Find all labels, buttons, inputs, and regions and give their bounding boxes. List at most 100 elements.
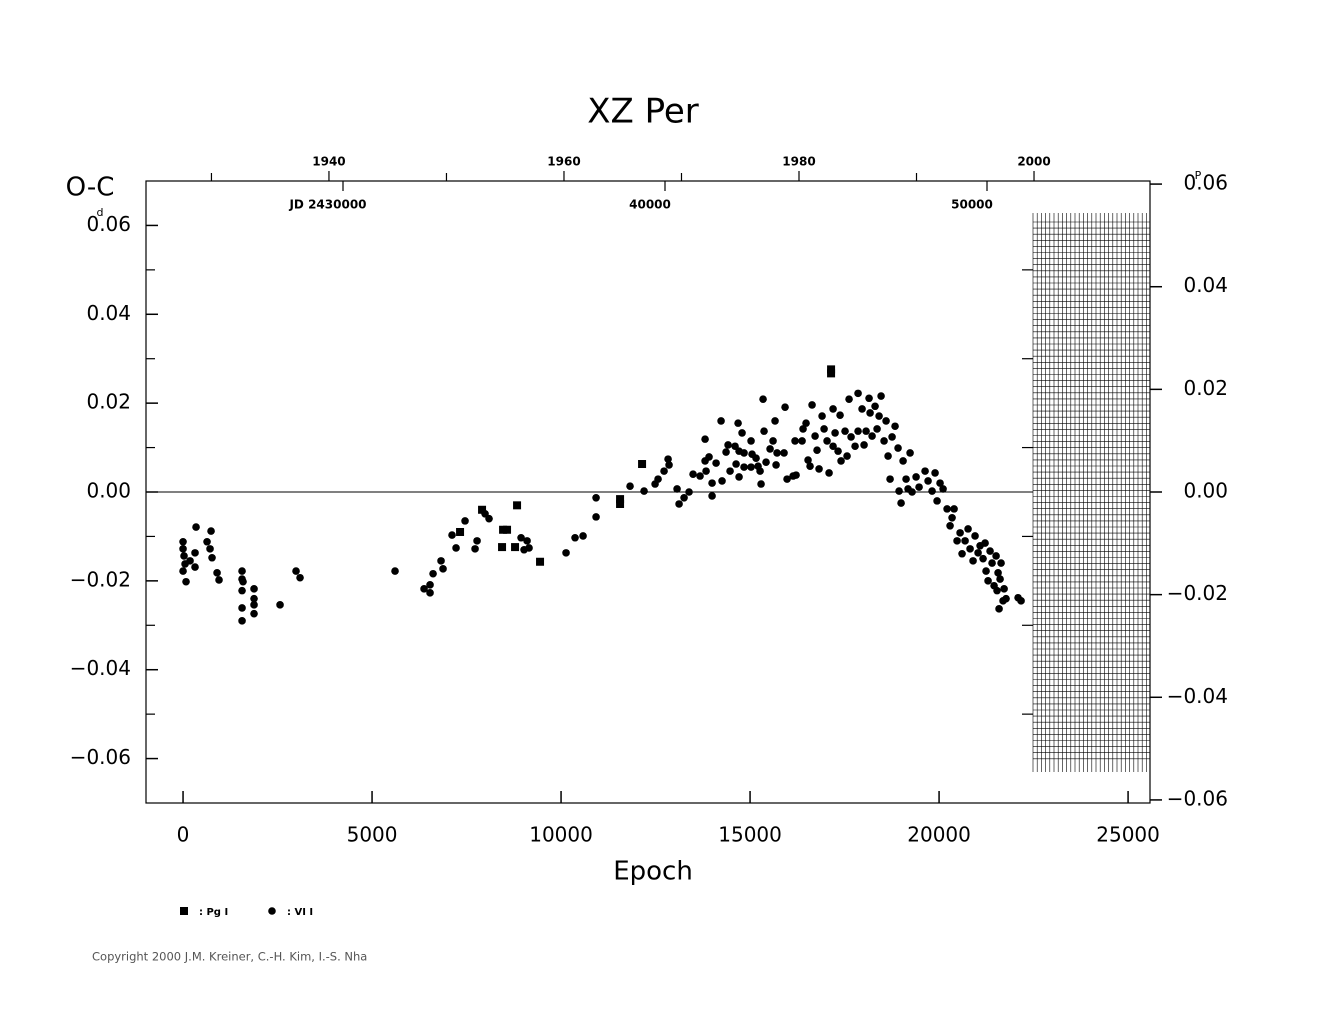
point bbox=[921, 467, 929, 475]
point bbox=[953, 537, 961, 545]
point bbox=[498, 543, 507, 552]
no-data-region bbox=[1032, 213, 1150, 772]
point bbox=[961, 537, 969, 545]
point bbox=[851, 442, 859, 451]
point bbox=[854, 389, 862, 398]
point bbox=[772, 461, 780, 469]
point bbox=[520, 545, 528, 554]
point bbox=[943, 505, 951, 513]
point bbox=[701, 435, 709, 443]
point bbox=[845, 395, 853, 403]
point bbox=[740, 449, 748, 457]
point bbox=[813, 446, 821, 455]
point bbox=[841, 427, 849, 435]
point bbox=[734, 419, 742, 427]
point bbox=[238, 617, 246, 625]
point bbox=[865, 394, 873, 403]
point bbox=[429, 569, 437, 578]
y2-tick-label: 0.02 bbox=[1183, 376, 1228, 400]
point bbox=[592, 513, 600, 521]
x-axis-label: Epoch bbox=[613, 857, 693, 887]
point bbox=[827, 369, 836, 378]
point bbox=[902, 475, 910, 483]
point bbox=[511, 543, 520, 552]
point bbox=[823, 437, 831, 445]
point bbox=[756, 467, 764, 475]
point bbox=[452, 544, 460, 552]
point bbox=[884, 452, 892, 460]
point bbox=[239, 577, 247, 586]
point bbox=[208, 553, 216, 562]
point bbox=[837, 457, 845, 465]
point bbox=[829, 442, 837, 451]
y2-tick-label: −0.04 bbox=[1167, 684, 1228, 708]
point bbox=[461, 517, 469, 525]
point bbox=[882, 417, 890, 425]
point bbox=[808, 401, 816, 409]
legend-label: : Pg I bbox=[199, 907, 228, 918]
point bbox=[971, 532, 979, 540]
point bbox=[969, 557, 977, 565]
point bbox=[792, 471, 800, 479]
point bbox=[238, 586, 246, 595]
point bbox=[513, 501, 522, 510]
point bbox=[875, 412, 883, 420]
point bbox=[250, 594, 258, 603]
point bbox=[616, 499, 625, 508]
point bbox=[798, 437, 806, 445]
point bbox=[979, 554, 987, 563]
x-tick-label: 10000 bbox=[529, 823, 593, 847]
point bbox=[1002, 594, 1010, 603]
y2-tick-label: 0.00 bbox=[1183, 479, 1228, 503]
point bbox=[806, 462, 814, 471]
point bbox=[1000, 585, 1008, 593]
point bbox=[886, 475, 894, 483]
point bbox=[471, 545, 479, 553]
point bbox=[215, 576, 223, 584]
legend-marker bbox=[268, 907, 276, 915]
point bbox=[448, 531, 456, 539]
point bbox=[981, 539, 989, 547]
point bbox=[871, 402, 879, 411]
point bbox=[933, 497, 941, 505]
point bbox=[847, 433, 855, 441]
point bbox=[815, 465, 823, 473]
point bbox=[858, 405, 866, 413]
point bbox=[696, 472, 704, 480]
point bbox=[873, 425, 881, 433]
point bbox=[752, 454, 760, 463]
point bbox=[894, 444, 902, 452]
point bbox=[747, 437, 755, 445]
point bbox=[986, 547, 994, 555]
point bbox=[517, 533, 525, 542]
point bbox=[722, 448, 730, 456]
point bbox=[292, 567, 300, 575]
point bbox=[207, 527, 215, 535]
point bbox=[897, 499, 905, 507]
point bbox=[780, 449, 788, 457]
point bbox=[982, 567, 990, 575]
point bbox=[811, 432, 819, 440]
point bbox=[685, 488, 693, 496]
point bbox=[523, 537, 531, 545]
point bbox=[675, 500, 683, 508]
point bbox=[843, 452, 851, 460]
y2-tick-label: 0.04 bbox=[1183, 273, 1228, 297]
point bbox=[759, 395, 767, 403]
copyright: Copyright 2000 J.M. Kreiner, C.-H. Kim, … bbox=[92, 950, 367, 964]
point bbox=[186, 557, 194, 565]
point bbox=[762, 458, 770, 467]
point bbox=[437, 557, 445, 565]
point bbox=[868, 432, 876, 440]
point bbox=[747, 463, 755, 471]
point bbox=[781, 403, 789, 411]
point bbox=[179, 567, 187, 575]
point bbox=[562, 549, 570, 557]
point bbox=[995, 605, 1003, 613]
point bbox=[571, 533, 579, 542]
point bbox=[206, 545, 214, 553]
point bbox=[391, 567, 399, 575]
point bbox=[296, 573, 304, 582]
y-tick-label: 0.04 bbox=[86, 301, 131, 325]
point bbox=[834, 447, 842, 455]
